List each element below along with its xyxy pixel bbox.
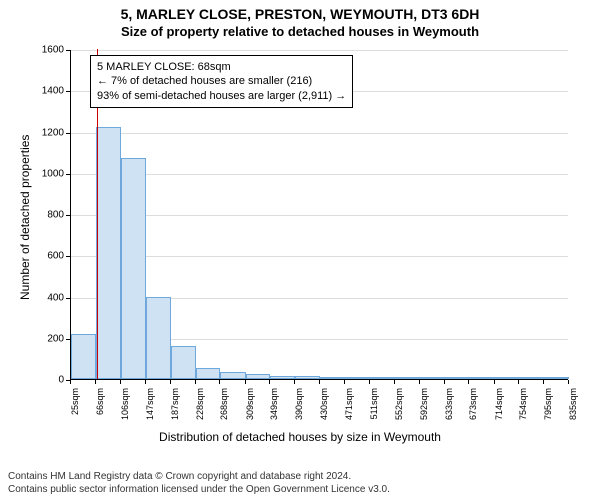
y-tick-mark (66, 215, 70, 216)
x-tick-mark (444, 380, 445, 384)
histogram-bar (220, 372, 245, 379)
histogram-bar (495, 377, 520, 379)
x-tick-mark (120, 380, 121, 384)
y-tick-label: 1200 (30, 127, 64, 138)
histogram-bar (320, 377, 345, 379)
x-tick-mark (70, 380, 71, 384)
y-tick-mark (66, 339, 70, 340)
y-tick-label: 0 (30, 375, 64, 386)
chart-container: 5, MARLEY CLOSE, PRESTON, WEYMOUTH, DT3 … (0, 0, 600, 500)
footer-line1: Contains HM Land Registry data © Crown c… (8, 470, 390, 483)
x-axis-label: Distribution of detached houses by size … (0, 430, 600, 444)
x-tick-mark (195, 380, 196, 384)
x-tick-mark (294, 380, 295, 384)
x-tick-mark (568, 380, 569, 384)
footer-line2: Contains public sector information licen… (8, 483, 390, 496)
x-tick-mark (219, 380, 220, 384)
x-tick-mark (369, 380, 370, 384)
y-tick-label: 800 (30, 210, 64, 221)
x-tick-mark (170, 380, 171, 384)
y-tick-mark (66, 133, 70, 134)
histogram-bar (345, 377, 370, 379)
x-tick-mark (344, 380, 345, 384)
y-tick-label: 400 (30, 292, 64, 303)
y-tick-mark (66, 298, 70, 299)
histogram-bar (121, 158, 146, 379)
x-tick-mark (394, 380, 395, 384)
x-tick-mark (419, 380, 420, 384)
x-tick-mark (95, 380, 96, 384)
x-tick-mark (269, 380, 270, 384)
gridline (71, 133, 568, 134)
y-tick-mark (66, 174, 70, 175)
histogram-bar (96, 127, 121, 379)
histogram-bar (395, 377, 420, 379)
histogram-bar (146, 297, 171, 380)
y-axis-label: Number of detached properties (18, 135, 32, 300)
histogram-bar (469, 377, 494, 379)
histogram-bar (420, 377, 445, 379)
y-tick-label: 1600 (30, 45, 64, 56)
footer-attribution: Contains HM Land Registry data © Crown c… (8, 470, 390, 496)
x-tick-mark (518, 380, 519, 384)
x-tick-mark (494, 380, 495, 384)
annotation-box: 5 MARLEY CLOSE: 68sqm ← 7% of detached h… (90, 55, 353, 108)
histogram-bar (544, 377, 569, 379)
histogram-bar (270, 376, 295, 379)
annotation-larger-pct: 93% of semi-detached houses are larger (… (97, 89, 346, 103)
gridline (71, 50, 568, 51)
annotation-property: 5 MARLEY CLOSE: 68sqm (97, 60, 346, 74)
y-tick-label: 1400 (30, 86, 64, 97)
histogram-bar (196, 368, 221, 379)
x-tick-mark (543, 380, 544, 384)
histogram-bar (171, 346, 196, 379)
x-tick-mark (319, 380, 320, 384)
y-tick-label: 200 (30, 333, 64, 344)
x-tick-mark (145, 380, 146, 384)
y-tick-label: 1000 (30, 168, 64, 179)
histogram-bar (519, 377, 544, 379)
annotation-smaller-pct: ← 7% of detached houses are smaller (216… (97, 74, 346, 88)
y-tick-mark (66, 50, 70, 51)
x-tick-mark (245, 380, 246, 384)
y-tick-label: 600 (30, 251, 64, 262)
histogram-bar (295, 376, 320, 379)
histogram-bar (246, 374, 271, 379)
y-tick-mark (66, 91, 70, 92)
histogram-bar (445, 377, 470, 379)
x-tick-mark (468, 380, 469, 384)
y-tick-mark (66, 256, 70, 257)
histogram-bar (370, 377, 395, 379)
histogram-bar (71, 334, 96, 379)
